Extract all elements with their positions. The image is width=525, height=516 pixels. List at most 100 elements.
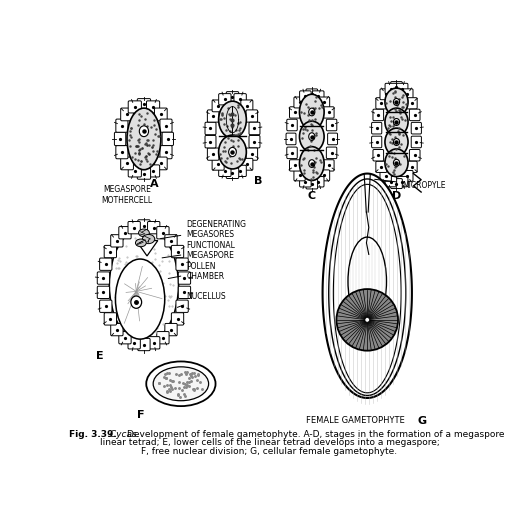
Text: B: B [254,176,262,186]
FancyBboxPatch shape [148,221,160,234]
Ellipse shape [385,128,408,156]
FancyBboxPatch shape [246,148,258,160]
FancyBboxPatch shape [100,300,112,312]
FancyBboxPatch shape [138,338,150,351]
FancyBboxPatch shape [171,246,184,257]
FancyBboxPatch shape [128,336,140,349]
Polygon shape [322,173,412,398]
FancyBboxPatch shape [111,235,123,247]
FancyBboxPatch shape [323,107,334,118]
Ellipse shape [385,108,408,136]
FancyBboxPatch shape [289,160,300,171]
Ellipse shape [218,135,246,169]
Ellipse shape [309,133,315,140]
FancyBboxPatch shape [294,97,305,108]
FancyBboxPatch shape [318,170,330,181]
FancyBboxPatch shape [287,147,297,158]
FancyBboxPatch shape [128,101,141,113]
Ellipse shape [393,159,400,166]
FancyBboxPatch shape [372,136,382,148]
FancyBboxPatch shape [249,122,260,135]
FancyBboxPatch shape [323,160,334,171]
FancyBboxPatch shape [376,161,387,172]
FancyBboxPatch shape [146,101,160,113]
Ellipse shape [309,108,315,116]
Text: G: G [417,416,426,426]
FancyBboxPatch shape [148,336,160,349]
FancyBboxPatch shape [391,82,402,91]
FancyBboxPatch shape [205,122,216,135]
FancyBboxPatch shape [306,179,318,189]
FancyBboxPatch shape [294,170,305,181]
FancyBboxPatch shape [165,235,177,247]
FancyBboxPatch shape [376,98,387,109]
FancyBboxPatch shape [226,92,239,102]
FancyBboxPatch shape [178,272,191,284]
FancyBboxPatch shape [219,93,231,105]
FancyBboxPatch shape [121,157,133,170]
Text: linear tetrad; E, lower cells of the linear tetrad develops into a megaspore;: linear tetrad; E, lower cells of the lin… [100,439,439,447]
FancyBboxPatch shape [138,220,150,232]
FancyBboxPatch shape [391,179,402,188]
FancyBboxPatch shape [128,221,140,234]
FancyBboxPatch shape [246,110,258,122]
Text: A: A [150,179,159,189]
Ellipse shape [365,317,370,322]
FancyBboxPatch shape [160,119,172,132]
FancyBboxPatch shape [226,168,239,179]
FancyBboxPatch shape [249,136,260,148]
FancyBboxPatch shape [385,83,396,94]
FancyBboxPatch shape [207,148,219,160]
FancyBboxPatch shape [154,157,167,170]
Ellipse shape [299,121,324,152]
Ellipse shape [139,229,149,237]
FancyBboxPatch shape [212,100,224,112]
FancyBboxPatch shape [380,89,391,100]
FancyBboxPatch shape [162,132,173,146]
Text: Cycas.: Cycas. [107,430,140,439]
FancyBboxPatch shape [373,109,384,121]
FancyBboxPatch shape [207,110,219,122]
Ellipse shape [109,228,178,343]
FancyBboxPatch shape [176,258,188,270]
FancyBboxPatch shape [116,119,128,132]
FancyBboxPatch shape [411,136,422,148]
FancyBboxPatch shape [104,313,117,325]
FancyBboxPatch shape [241,158,253,170]
Ellipse shape [385,88,408,116]
FancyBboxPatch shape [287,119,297,131]
FancyBboxPatch shape [137,99,151,110]
FancyBboxPatch shape [312,91,324,101]
Ellipse shape [218,101,246,138]
FancyBboxPatch shape [121,108,133,121]
Ellipse shape [127,108,161,170]
FancyBboxPatch shape [385,176,396,187]
FancyBboxPatch shape [97,272,110,284]
FancyBboxPatch shape [165,324,177,336]
FancyBboxPatch shape [104,246,117,257]
FancyBboxPatch shape [157,332,169,344]
FancyBboxPatch shape [97,286,110,299]
FancyBboxPatch shape [410,150,420,161]
Ellipse shape [299,94,324,130]
FancyBboxPatch shape [312,176,324,187]
FancyBboxPatch shape [111,324,123,336]
FancyBboxPatch shape [406,98,417,109]
Ellipse shape [146,361,216,406]
FancyBboxPatch shape [234,165,246,176]
FancyBboxPatch shape [402,89,413,100]
Text: FEMALE GAMETOPHYTE: FEMALE GAMETOPHYTE [306,416,404,425]
FancyBboxPatch shape [327,119,337,131]
Text: Development of female gametophyte. A-D, stages in the formation of a megaspore: Development of female gametophyte. A-D, … [127,430,505,439]
Text: E: E [96,351,104,361]
FancyBboxPatch shape [219,165,231,176]
FancyBboxPatch shape [286,133,296,144]
FancyBboxPatch shape [157,227,169,239]
FancyBboxPatch shape [128,165,141,177]
FancyBboxPatch shape [289,107,300,118]
FancyBboxPatch shape [306,89,318,99]
Ellipse shape [393,138,400,146]
Polygon shape [333,184,401,393]
Ellipse shape [135,239,146,247]
Polygon shape [329,179,406,395]
